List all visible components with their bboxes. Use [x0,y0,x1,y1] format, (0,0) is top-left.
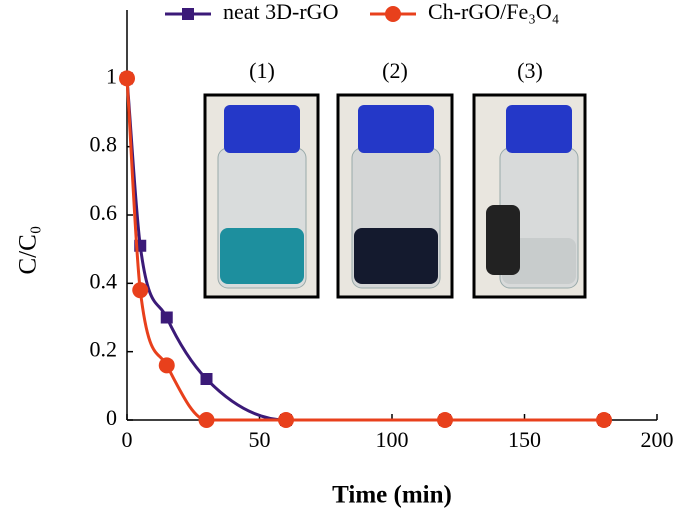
legend-marker [182,8,194,20]
marker [596,412,612,428]
photo-3 [472,93,587,299]
y-tick-label: 0.6 [90,200,118,225]
x-axis-title: Time (min) [332,482,452,509]
marker [200,373,213,385]
marker [278,412,294,428]
marker [119,70,135,87]
y-tick-label: 0.2 [90,337,118,362]
inset-photos [203,93,587,299]
x-tick-label: 0 [122,427,133,452]
y-tick-label: 0.8 [90,132,118,157]
y-tick-label: 0 [106,405,117,430]
y-axis-title: C/C₀ [15,225,42,274]
x-tick-label: 150 [508,427,541,452]
x-tick-label: 50 [249,427,271,452]
y-tick-label: 1 [106,63,117,88]
marker [437,412,453,428]
x-tick-label: 100 [376,427,409,452]
photo-2 [336,93,454,299]
marker [158,357,175,374]
marker [198,412,215,428]
y-tick-label: 0.4 [90,268,118,293]
legend-marker [385,6,401,22]
inset-label: (2) [382,58,408,83]
legend-label: Ch-rGO/Fe₃O₄ [428,0,559,24]
photo-1 [203,93,320,299]
marker [160,311,173,324]
marker [132,282,149,299]
inset-label: (1) [249,58,275,83]
x-tick-label: 200 [641,427,674,452]
inset-label: (3) [517,58,543,83]
legend-label: neat 3D-rGO [223,0,338,24]
